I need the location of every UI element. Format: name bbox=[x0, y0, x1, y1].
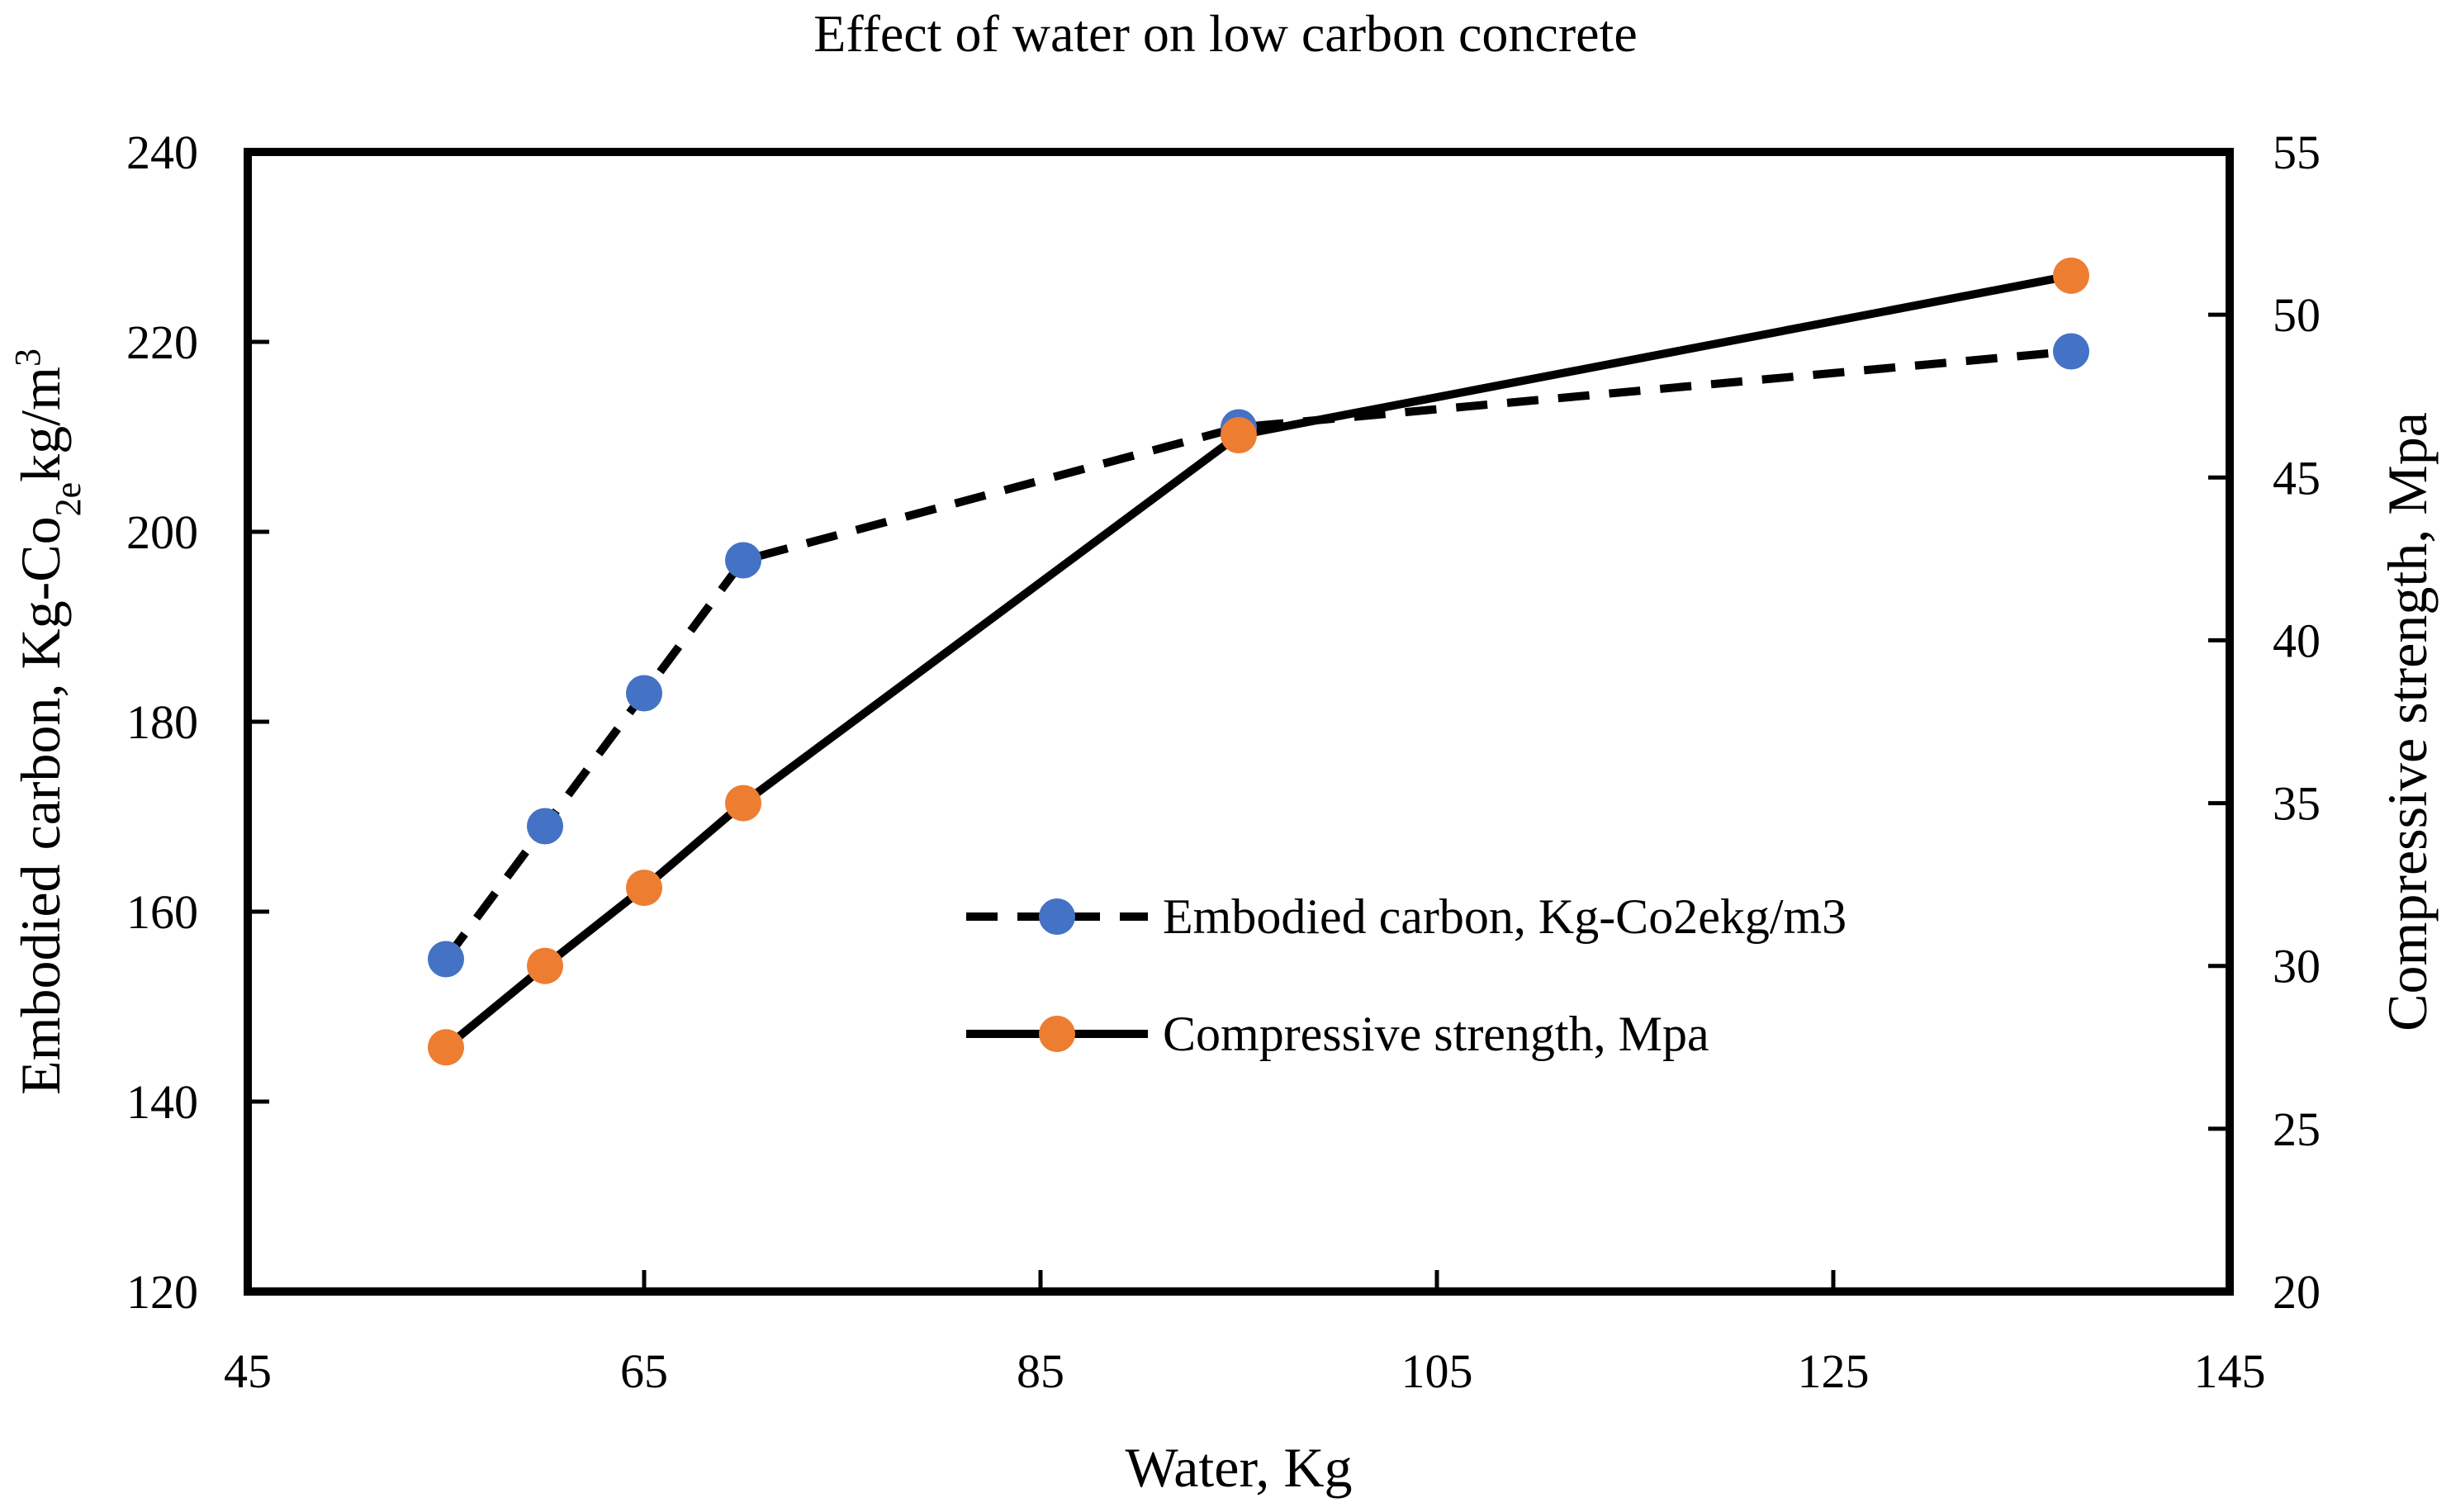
series-1-point-3 bbox=[725, 784, 761, 822]
left-y-tick-label-3: 180 bbox=[126, 695, 198, 749]
series-1-point-5 bbox=[2053, 257, 2089, 294]
left-y-axis-ticks: 120 140 160 180 200 220 240 bbox=[126, 126, 269, 1319]
right-y-axis-ticks: 20 25 30 35 40 45 50 55 bbox=[2208, 126, 2321, 1319]
left-y-tick-label-6: 240 bbox=[126, 126, 198, 179]
series-0-point-2 bbox=[626, 675, 662, 712]
x-tick-label-5: 145 bbox=[2194, 1344, 2266, 1398]
left-y-tick-label-5: 220 bbox=[126, 315, 198, 369]
x-tick-label-1: 65 bbox=[620, 1344, 668, 1398]
series-0-point-5 bbox=[2053, 333, 2089, 370]
right-y-tick-label-2: 30 bbox=[2273, 940, 2321, 993]
legend-marker-0 bbox=[1039, 898, 1075, 935]
x-axis-title: Water, Kg bbox=[1125, 1436, 1352, 1499]
series-line-1 bbox=[443, 271, 2072, 1051]
right-y-tick-label-4: 40 bbox=[2273, 614, 2321, 667]
series-0-point-3 bbox=[725, 542, 761, 579]
series-layer bbox=[428, 257, 2089, 1066]
series-1-point-2 bbox=[626, 870, 662, 907]
series-1-point-4 bbox=[1221, 417, 1257, 454]
x-tick-label-4: 125 bbox=[1798, 1344, 1870, 1398]
legend-label-1: Compressive strength, Mpa bbox=[1163, 1007, 1709, 1061]
left-y-tick-label-2: 160 bbox=[126, 885, 198, 939]
legend-label-0: Embodied carbon, Kg-Co2ekg/m3 bbox=[1163, 889, 1847, 944]
right-y-tick-label-5: 45 bbox=[2273, 451, 2321, 505]
right-y-axis-title: Compressive strength, Mpa bbox=[2376, 412, 2439, 1031]
series-1-point-1 bbox=[527, 947, 563, 984]
right-y-tick-label-1: 25 bbox=[2273, 1102, 2321, 1156]
x-tick-label-2: 85 bbox=[1017, 1344, 1064, 1398]
x-tick-label-3: 105 bbox=[1401, 1344, 1473, 1398]
left-y-axis-title-unit: kg/m bbox=[9, 367, 72, 482]
legend: Embodied carbon, Kg-Co2ekg/m3 Compressive… bbox=[966, 889, 1847, 1061]
left-y-axis-title-superscript: 3 bbox=[7, 348, 48, 367]
right-y-tick-label-7: 55 bbox=[2273, 126, 2321, 179]
chart-title: Effect of water on low carbon concrete bbox=[813, 4, 1637, 63]
series-line-0 bbox=[442, 347, 2072, 962]
plot-area bbox=[244, 148, 2234, 1296]
left-y-tick-label-0: 120 bbox=[126, 1265, 198, 1319]
left-y-axis-title: Embodied carbon, Kg-Co2ekg/m3 bbox=[7, 348, 88, 1095]
left-y-axis-title-subscript: 2e bbox=[48, 482, 88, 517]
left-y-tick-label-4: 200 bbox=[126, 505, 198, 559]
series-0-point-1 bbox=[527, 808, 563, 845]
left-y-tick-label-1: 140 bbox=[126, 1075, 198, 1129]
series-1-point-0 bbox=[428, 1029, 464, 1066]
left-y-axis-title-main: Embodied carbon, Kg-Co bbox=[9, 516, 72, 1095]
right-y-tick-label-0: 20 bbox=[2273, 1265, 2321, 1319]
right-y-tick-label-6: 50 bbox=[2273, 288, 2321, 342]
x-tick-label-0: 45 bbox=[224, 1344, 272, 1398]
x-axis-ticks: 45 65 85 105 125 145 bbox=[224, 1270, 2266, 1398]
right-y-tick-label-3: 35 bbox=[2273, 777, 2321, 831]
series-0-point-0 bbox=[428, 941, 464, 978]
legend-marker-1 bbox=[1039, 1016, 1075, 1052]
